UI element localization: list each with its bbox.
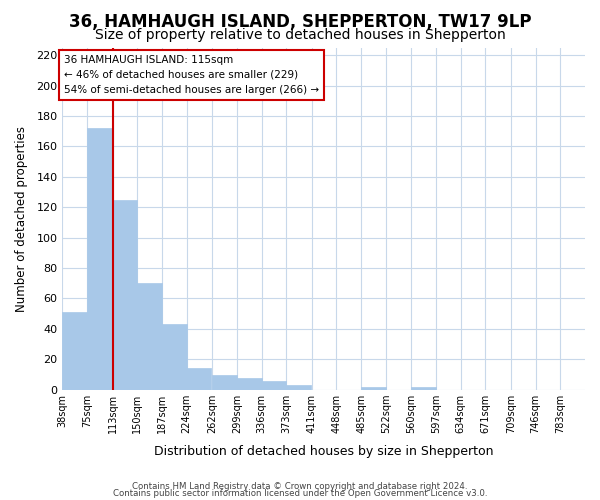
Bar [162, 324, 187, 390]
Bar [361, 386, 386, 390]
Text: Contains HM Land Registry data © Crown copyright and database right 2024.: Contains HM Land Registry data © Crown c… [132, 482, 468, 491]
Bar [137, 284, 162, 390]
Text: Contains public sector information licensed under the Open Government Licence v3: Contains public sector information licen… [113, 490, 487, 498]
Y-axis label: Number of detached properties: Number of detached properties [15, 126, 28, 312]
Bar [262, 380, 286, 390]
Bar [237, 378, 262, 390]
Bar [87, 128, 112, 390]
Text: 36 HAMHAUGH ISLAND: 115sqm
← 46% of detached houses are smaller (229)
54% of sem: 36 HAMHAUGH ISLAND: 115sqm ← 46% of deta… [64, 55, 319, 94]
Bar [62, 312, 87, 390]
Bar [187, 368, 211, 390]
X-axis label: Distribution of detached houses by size in Shepperton: Distribution of detached houses by size … [154, 444, 493, 458]
Bar [411, 386, 436, 390]
Text: 36, HAMHAUGH ISLAND, SHEPPERTON, TW17 9LP: 36, HAMHAUGH ISLAND, SHEPPERTON, TW17 9L… [69, 12, 531, 30]
Bar [212, 374, 237, 390]
Text: Size of property relative to detached houses in Shepperton: Size of property relative to detached ho… [95, 28, 505, 42]
Bar [113, 200, 137, 390]
Bar [286, 385, 311, 390]
